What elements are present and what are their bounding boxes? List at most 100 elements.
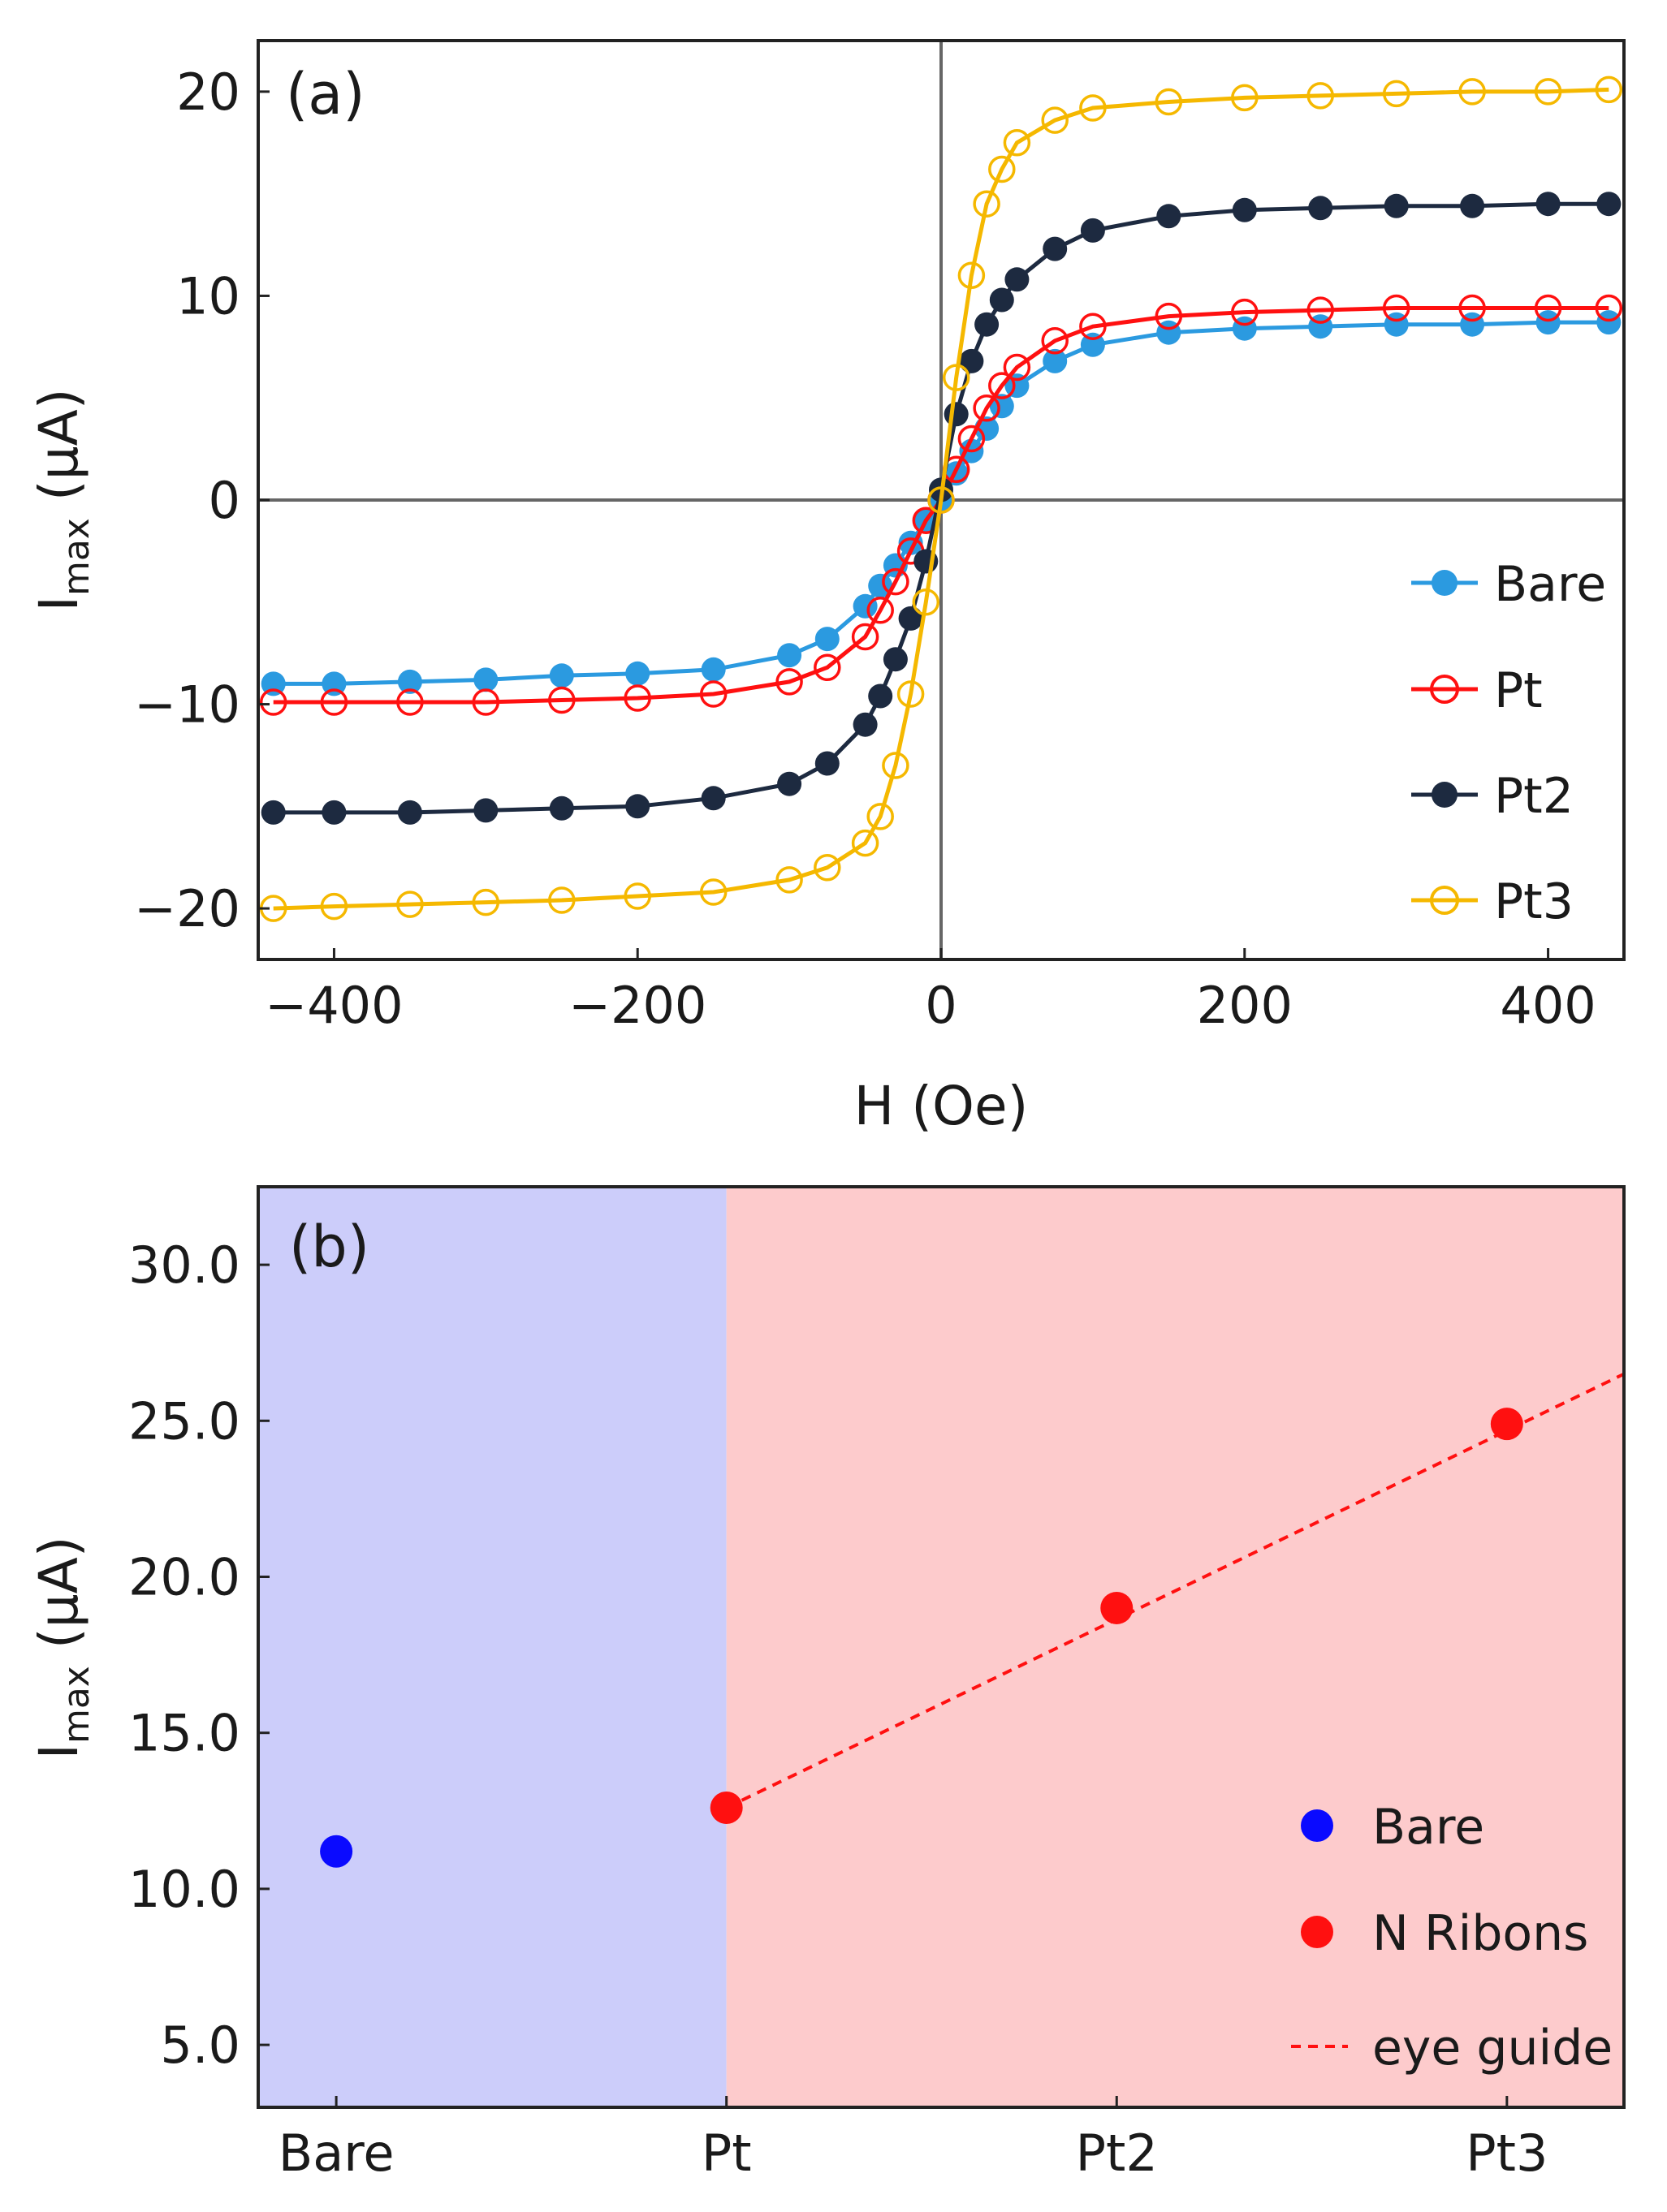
data-point-pt	[1382, 294, 1410, 322]
data-point-pt3	[1595, 75, 1623, 104]
data-point-pt2	[1156, 204, 1181, 229]
data-point-pt3	[866, 803, 894, 830]
data-point-pt3	[775, 866, 803, 894]
data-point-pt	[1041, 327, 1069, 355]
panel-a-plot-area	[258, 41, 1624, 959]
panel-a-y-axis-label: Imax (μA)	[28, 389, 97, 612]
data-point-pt2	[853, 712, 878, 737]
data-point-pt3	[1490, 1408, 1523, 1441]
data-point-pt3	[851, 829, 879, 857]
data-point-pt2	[883, 647, 908, 672]
data-point-pt	[1458, 294, 1486, 322]
data-point-bare	[868, 573, 893, 598]
data-point-pt	[1155, 302, 1183, 330]
y-tick-label: 30.0	[128, 1235, 240, 1295]
data-point-pt2	[1100, 1591, 1134, 1624]
data-point-pt3	[882, 752, 909, 779]
panel-a: −400 −200 0 200 400 −20 −10 0 10 20 (a) H (Oe) I…	[28, 39, 1626, 1137]
data-point-pt3	[320, 892, 348, 921]
data-point-pt	[472, 688, 500, 716]
legend-marker-ribbons	[1301, 1916, 1333, 1948]
eye-guide-line	[725, 1372, 1625, 1809]
legend-label-ribbons: N Ribons	[1372, 1905, 1588, 1962]
x-tick-label: Bare	[279, 2124, 395, 2183]
data-point-pt	[1231, 298, 1259, 326]
data-point-pt2	[814, 751, 840, 776]
data-point-pt3	[1382, 80, 1410, 108]
data-point-pt3	[1534, 78, 1562, 106]
data-point-pt3	[814, 854, 841, 882]
data-point-pt	[1079, 313, 1107, 340]
data-point-pt2	[959, 348, 984, 373]
data-point-pt2	[898, 606, 923, 631]
y-tick-label: 20.0	[128, 1548, 240, 1607]
x-tick-label: Pt	[702, 2124, 752, 2183]
data-point-pt2	[868, 683, 893, 709]
data-point-pt2	[1080, 218, 1105, 243]
data-point-pt2	[473, 798, 499, 823]
panel-a-legend: Bare Pt Pt2 Pt3	[1411, 556, 1606, 930]
data-point-bare	[322, 671, 347, 696]
data-point-pt3	[942, 364, 970, 391]
panel-b-x-ticks: Bare Pt Pt2 Pt3	[279, 2096, 1548, 2183]
data-point-pt2	[1460, 193, 1485, 218]
y-tick-label: 5.0	[160, 2016, 240, 2075]
panel-b-label: (b)	[289, 1214, 369, 1280]
data-point-pt3	[973, 190, 1000, 218]
data-point-pt	[882, 567, 909, 596]
data-point-pt2	[701, 786, 726, 811]
panel-a-x-ticks: −400 −200 0 200 400	[265, 948, 1596, 1035]
y-tick-label: −20	[134, 879, 240, 938]
x-tick-label: −400	[265, 976, 403, 1035]
data-point-bare	[777, 643, 802, 668]
data-point-pt3	[1079, 94, 1107, 122]
data-point-pt2	[397, 800, 422, 825]
data-point-pt	[699, 680, 728, 708]
panel-b-plot-area	[320, 1372, 1625, 1868]
legend-label-pt3: Pt3	[1494, 873, 1574, 930]
data-point-pt3	[624, 882, 651, 910]
data-point-pt	[1595, 294, 1623, 322]
data-point-pt2	[1535, 192, 1561, 217]
panel-b-frame	[257, 1185, 1626, 2109]
data-point-pt	[775, 668, 803, 696]
data-point-bare	[1535, 310, 1561, 335]
legend-label-eye-guide: eye guide	[1372, 2020, 1613, 2076]
data-point-pt3	[1003, 129, 1031, 157]
legend-item-pt2: Pt2	[1411, 768, 1574, 825]
y-tick-label: 0	[209, 471, 240, 530]
data-point-pt3	[1458, 78, 1486, 106]
panel-b-y-ticks: 5.0 10.0 15.0 20.0 25.0 30.0	[128, 1235, 270, 2075]
legend-marker-bare-b	[1301, 1809, 1333, 1842]
data-point-bare	[625, 661, 650, 686]
data-point-bare	[261, 671, 286, 696]
panel-b: Bare Pt Pt2 Pt3 5.0 10.0 15.0 20.0 25.0 30.0 (b)…	[28, 1185, 1626, 2183]
legend-marker-bare	[1432, 570, 1458, 596]
data-point-pt	[1306, 296, 1334, 324]
data-point-pt	[814, 653, 841, 682]
data-point-pt2	[1596, 192, 1622, 217]
legend-label-bare-b: Bare	[1372, 1799, 1484, 1856]
legend-item-ribbons: N Ribons	[1301, 1905, 1588, 1962]
data-point-pt3	[1041, 106, 1069, 134]
data-point-pt2	[261, 800, 286, 825]
x-tick-label: Pt2	[1076, 2124, 1158, 2183]
data-point-pt3	[927, 486, 955, 514]
data-point-bare	[397, 669, 422, 694]
data-point-pt3	[1155, 88, 1183, 116]
data-point-pt2	[944, 402, 969, 427]
data-point-pt2	[1232, 197, 1257, 222]
data-point-pt	[548, 686, 576, 714]
data-point-pt3	[896, 680, 925, 708]
data-point-bare	[814, 627, 840, 652]
legend-item-pt3: Pt3	[1411, 873, 1574, 930]
data-point-pt2	[1043, 236, 1068, 261]
data-point-pt	[957, 425, 986, 453]
data-point-pt3	[396, 890, 424, 918]
legend-item-bare-b: Bare	[1301, 1799, 1484, 1856]
panel-a-x-axis-label: H (Oe)	[854, 1075, 1029, 1137]
x-tick-label: Pt3	[1466, 2124, 1548, 2183]
data-point-pt2	[1384, 193, 1409, 218]
data-point-pt3	[1306, 82, 1334, 110]
